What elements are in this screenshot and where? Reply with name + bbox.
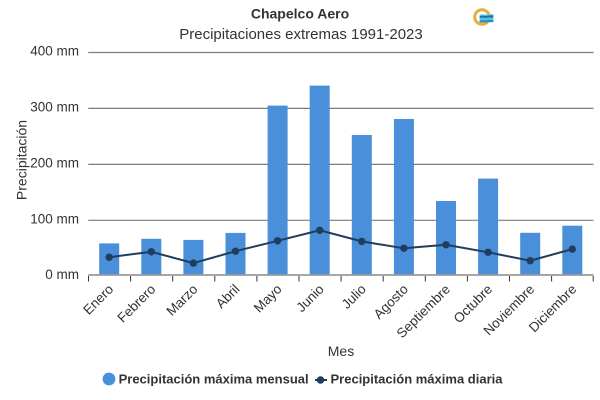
svg-text:Precipitación máxima mensual: Precipitación máxima mensual [119,372,309,387]
svg-text:Precipitaciones extremas 1991-: Precipitaciones extremas 1991-2023 [179,26,422,43]
svg-text:100 mm: 100 mm [30,211,79,226]
svg-text:Precipitación: Precipitación [14,120,30,200]
svg-text:200 mm: 200 mm [30,155,79,170]
svg-text:300 mm: 300 mm [30,99,79,114]
svg-text:Mes: Mes [328,343,354,359]
svg-text:400 mm: 400 mm [30,44,79,59]
svg-text:Precipitación máxima diaria: Precipitación máxima diaria [331,372,504,387]
svg-text:Chapelco Aero: Chapelco Aero [251,6,349,22]
svg-text:0 mm: 0 mm [45,267,79,282]
